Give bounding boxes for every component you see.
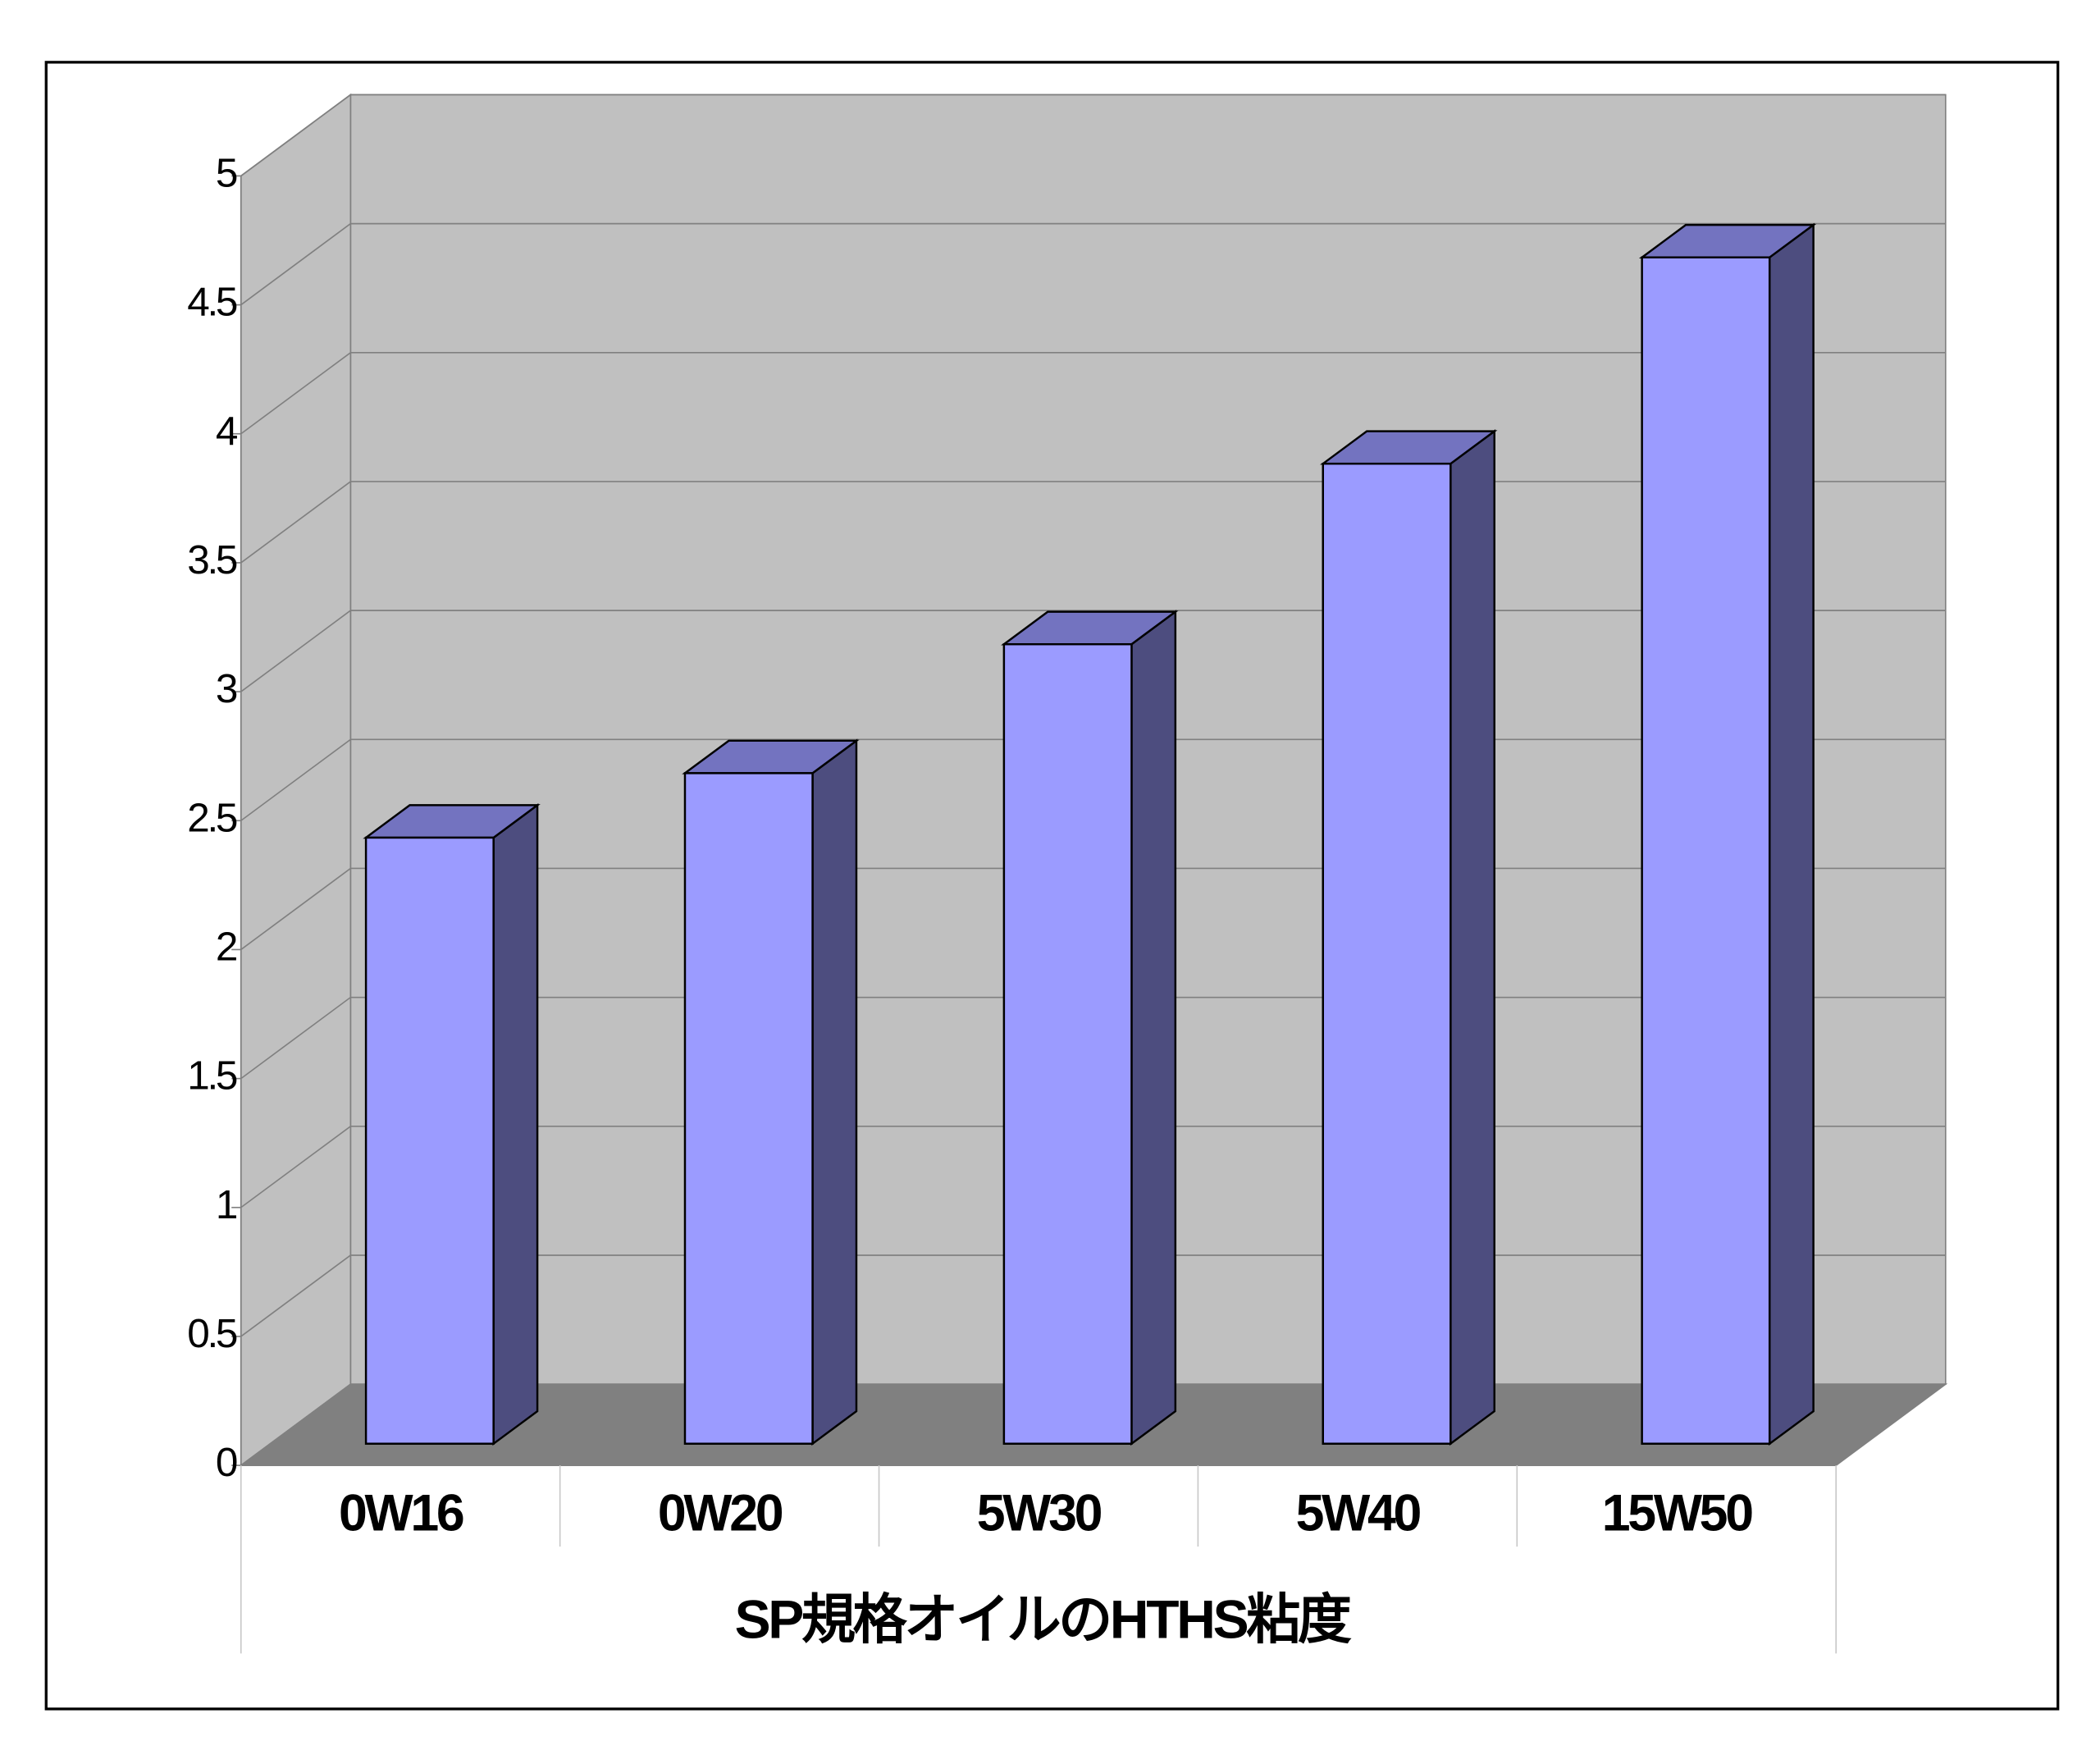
bar-side <box>1449 429 1495 1446</box>
x-tick-label: 5W30 <box>977 1484 1102 1542</box>
y-tick-label: 1.5 <box>187 1053 237 1099</box>
y-tick-label: 3 <box>216 666 237 711</box>
plot-area: 0 0.5 1 1.5 2 2.5 3 3.5 4 4.5 5 0W16 0W20 5W30 5W40 15W… <box>187 93 1948 1654</box>
bar-side <box>811 738 858 1446</box>
bar <box>1322 462 1452 1445</box>
x-tick-label: 0W20 <box>658 1484 783 1542</box>
x-tick-label: 5W40 <box>1296 1484 1421 1542</box>
y-tick-label: 4.5 <box>187 280 237 325</box>
bar-side <box>1130 610 1177 1446</box>
bar-side <box>1768 222 1815 1446</box>
bar <box>1641 256 1771 1445</box>
x-tick-label: 15W50 <box>1602 1484 1752 1542</box>
y-tick-label: 5 <box>216 150 237 195</box>
y-tick-label: 0.5 <box>187 1311 237 1356</box>
y-tick-label: 0 <box>216 1440 237 1485</box>
grid-line <box>240 222 1946 306</box>
grid-line <box>240 351 1946 435</box>
bar <box>364 836 495 1445</box>
y-tick-label: 2.5 <box>187 795 237 840</box>
grid-line <box>240 94 1946 177</box>
x-tick-label: 0W16 <box>339 1484 463 1542</box>
y-tick-label: 3.5 <box>187 537 237 583</box>
y-tick-label: 1 <box>216 1182 237 1227</box>
bar <box>1002 642 1133 1445</box>
y-tick-label: 4 <box>216 409 238 454</box>
bar <box>683 772 814 1445</box>
bar-side <box>492 802 539 1446</box>
x-axis-title: SP規格オイルのHTHS粘度 <box>735 1588 1352 1649</box>
y-tick-label: 2 <box>216 924 237 969</box>
